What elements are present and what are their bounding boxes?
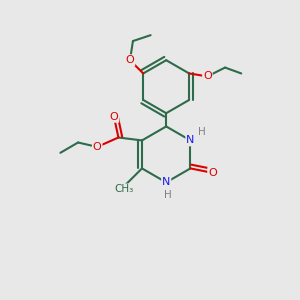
Text: H: H [198, 127, 206, 137]
Text: H: H [164, 190, 172, 200]
Text: O: O [208, 168, 217, 178]
Text: O: O [93, 142, 102, 152]
Text: CH₃: CH₃ [115, 184, 134, 194]
Text: O: O [203, 71, 212, 81]
Text: N: N [162, 177, 170, 188]
Text: O: O [110, 112, 118, 122]
Text: N: N [186, 135, 195, 146]
Text: O: O [126, 55, 134, 65]
